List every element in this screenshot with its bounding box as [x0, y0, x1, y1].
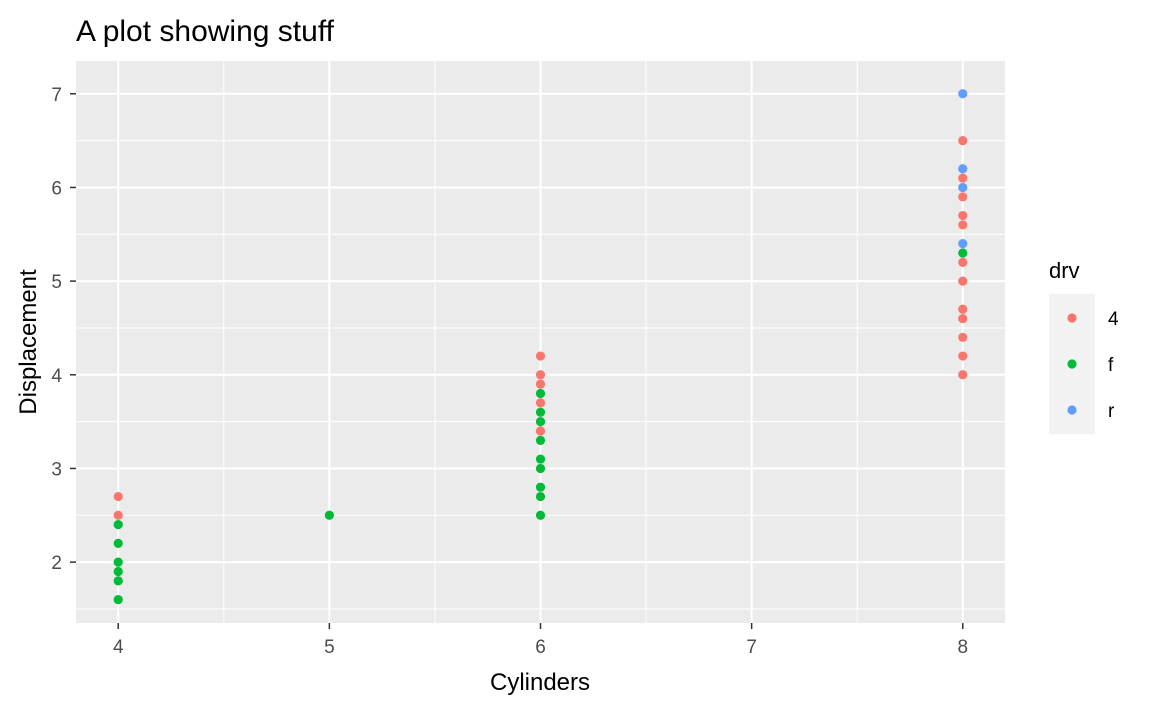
data-point [958, 239, 968, 249]
data-point [958, 173, 968, 183]
legend-label-4: 4 [1108, 309, 1119, 330]
y-tick-label: 4 [51, 366, 62, 387]
data-points [113, 89, 968, 605]
data-point [113, 594, 123, 605]
chart-title: A plot showing stuff [76, 15, 335, 48]
data-point [958, 332, 968, 342]
data-point [535, 491, 546, 502]
data-point [535, 482, 546, 492]
data-point [958, 182, 968, 193]
data-point [958, 136, 968, 146]
legend: drv 4 f r [1049, 258, 1119, 434]
data-point [958, 192, 968, 202]
legend-label-r: r [1108, 401, 1115, 422]
data-point [958, 257, 968, 267]
data-point [958, 164, 968, 174]
data-point [113, 576, 123, 586]
x-tick-label: 4 [113, 637, 124, 658]
data-point [113, 491, 123, 502]
data-point [958, 351, 968, 361]
legend-key-f [1067, 359, 1077, 369]
data-point [535, 370, 546, 380]
data-point [113, 557, 123, 567]
data-point [535, 417, 546, 427]
data-point [535, 435, 546, 445]
y-axis-ticks: 2 3 4 5 6 7 [51, 85, 76, 574]
data-point [958, 220, 968, 230]
data-point [535, 510, 546, 520]
y-tick-label: 6 [51, 178, 62, 199]
data-point [958, 210, 968, 221]
data-point [324, 510, 334, 520]
y-tick-label: 7 [51, 85, 62, 106]
data-point [535, 388, 546, 399]
x-tick-label: 6 [535, 637, 546, 658]
data-point [113, 510, 123, 520]
data-point [958, 89, 968, 99]
data-point [113, 566, 123, 577]
data-point [535, 454, 546, 464]
data-point [535, 398, 546, 408]
legend-label-f: f [1108, 355, 1114, 376]
x-tick-label: 7 [746, 637, 757, 658]
grid-lines [76, 61, 1005, 623]
y-tick-label: 3 [51, 459, 62, 480]
y-axis-title: Displacement [15, 269, 42, 415]
data-point [958, 313, 968, 324]
y-tick-label: 2 [51, 553, 62, 574]
data-point [535, 463, 546, 474]
data-point [535, 351, 546, 361]
x-tick-label: 8 [957, 637, 968, 658]
data-point [113, 538, 123, 548]
x-axis-title: Cylinders [490, 669, 590, 696]
data-point [958, 304, 968, 314]
data-point [535, 426, 546, 436]
legend-key-4 [1067, 313, 1077, 323]
legend-key-r [1067, 405, 1077, 415]
data-point [535, 407, 546, 417]
data-point [958, 370, 968, 380]
y-tick-label: 5 [51, 272, 62, 293]
x-axis-ticks: 4 5 6 7 8 [113, 623, 968, 658]
data-point [535, 379, 546, 389]
data-point [958, 248, 968, 258]
data-point [113, 520, 123, 530]
x-tick-label: 5 [324, 637, 335, 658]
legend-title: drv [1049, 258, 1080, 283]
data-point [958, 276, 968, 286]
